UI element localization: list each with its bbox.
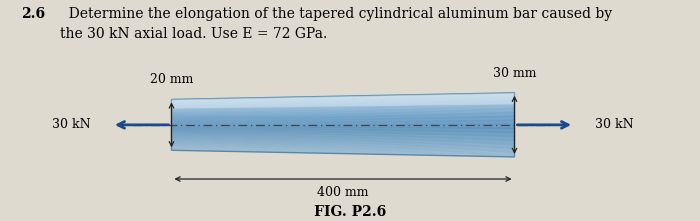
- Polygon shape: [172, 148, 514, 154]
- Polygon shape: [172, 99, 514, 105]
- Polygon shape: [172, 137, 514, 142]
- Polygon shape: [172, 128, 514, 130]
- Polygon shape: [172, 94, 514, 101]
- Polygon shape: [172, 97, 514, 103]
- Polygon shape: [172, 125, 514, 126]
- Polygon shape: [172, 147, 514, 153]
- Polygon shape: [172, 107, 514, 111]
- Text: FIG. P2.6: FIG. P2.6: [314, 205, 386, 219]
- Polygon shape: [172, 141, 514, 146]
- Polygon shape: [172, 115, 514, 118]
- Polygon shape: [172, 105, 514, 110]
- Polygon shape: [172, 120, 514, 122]
- Polygon shape: [172, 110, 514, 113]
- Text: 30 kN: 30 kN: [52, 118, 91, 131]
- Polygon shape: [172, 129, 514, 131]
- Polygon shape: [172, 131, 514, 133]
- Text: 400 mm: 400 mm: [317, 186, 369, 199]
- Polygon shape: [172, 142, 514, 147]
- Polygon shape: [172, 122, 514, 124]
- Polygon shape: [172, 98, 514, 104]
- Polygon shape: [172, 102, 514, 107]
- Polygon shape: [172, 110, 514, 114]
- Text: 20 mm: 20 mm: [150, 73, 193, 86]
- Polygon shape: [172, 93, 514, 100]
- Polygon shape: [172, 127, 514, 128]
- Polygon shape: [172, 119, 514, 121]
- Polygon shape: [172, 100, 514, 106]
- Polygon shape: [172, 141, 514, 147]
- Polygon shape: [172, 96, 514, 103]
- Polygon shape: [172, 118, 514, 120]
- Polygon shape: [172, 143, 514, 149]
- Polygon shape: [172, 139, 514, 144]
- Polygon shape: [172, 136, 514, 139]
- Polygon shape: [172, 106, 514, 110]
- Polygon shape: [172, 103, 514, 108]
- Polygon shape: [172, 149, 514, 156]
- Polygon shape: [172, 147, 514, 154]
- Polygon shape: [172, 144, 514, 150]
- Polygon shape: [172, 145, 514, 151]
- Polygon shape: [172, 122, 514, 123]
- Polygon shape: [172, 104, 514, 109]
- Polygon shape: [172, 129, 514, 130]
- Polygon shape: [172, 113, 514, 116]
- Polygon shape: [172, 140, 514, 145]
- Polygon shape: [172, 145, 514, 151]
- Polygon shape: [172, 136, 514, 140]
- Text: 30 kN: 30 kN: [595, 118, 634, 131]
- Polygon shape: [172, 121, 514, 122]
- Polygon shape: [172, 126, 514, 127]
- Polygon shape: [172, 94, 514, 101]
- Polygon shape: [172, 111, 514, 115]
- Polygon shape: [172, 137, 514, 141]
- Polygon shape: [172, 117, 514, 119]
- Polygon shape: [172, 139, 514, 143]
- Polygon shape: [172, 138, 514, 143]
- Polygon shape: [172, 114, 514, 117]
- Polygon shape: [172, 108, 514, 112]
- Polygon shape: [172, 124, 514, 125]
- Polygon shape: [172, 133, 514, 136]
- Polygon shape: [172, 130, 514, 132]
- Polygon shape: [172, 127, 514, 129]
- Polygon shape: [172, 95, 514, 102]
- Polygon shape: [172, 93, 514, 109]
- Polygon shape: [172, 134, 514, 137]
- Polygon shape: [172, 150, 514, 157]
- Polygon shape: [172, 101, 514, 107]
- Text: 30 mm: 30 mm: [493, 67, 536, 80]
- Polygon shape: [172, 114, 514, 117]
- Polygon shape: [172, 131, 514, 134]
- Polygon shape: [172, 123, 514, 124]
- Polygon shape: [172, 98, 514, 105]
- Polygon shape: [172, 107, 514, 112]
- Polygon shape: [172, 116, 514, 118]
- Polygon shape: [172, 132, 514, 134]
- Polygon shape: [172, 134, 514, 138]
- Text: Determine the elongation of the tapered cylindrical aluminum bar caused by
the 3: Determine the elongation of the tapered …: [60, 7, 612, 41]
- Polygon shape: [172, 132, 514, 135]
- Polygon shape: [172, 146, 514, 152]
- Polygon shape: [172, 135, 514, 139]
- Polygon shape: [172, 112, 514, 115]
- Polygon shape: [172, 143, 514, 148]
- Polygon shape: [172, 148, 514, 155]
- Polygon shape: [172, 103, 514, 108]
- Polygon shape: [172, 118, 514, 120]
- Text: 2.6: 2.6: [21, 7, 45, 21]
- Polygon shape: [172, 109, 514, 113]
